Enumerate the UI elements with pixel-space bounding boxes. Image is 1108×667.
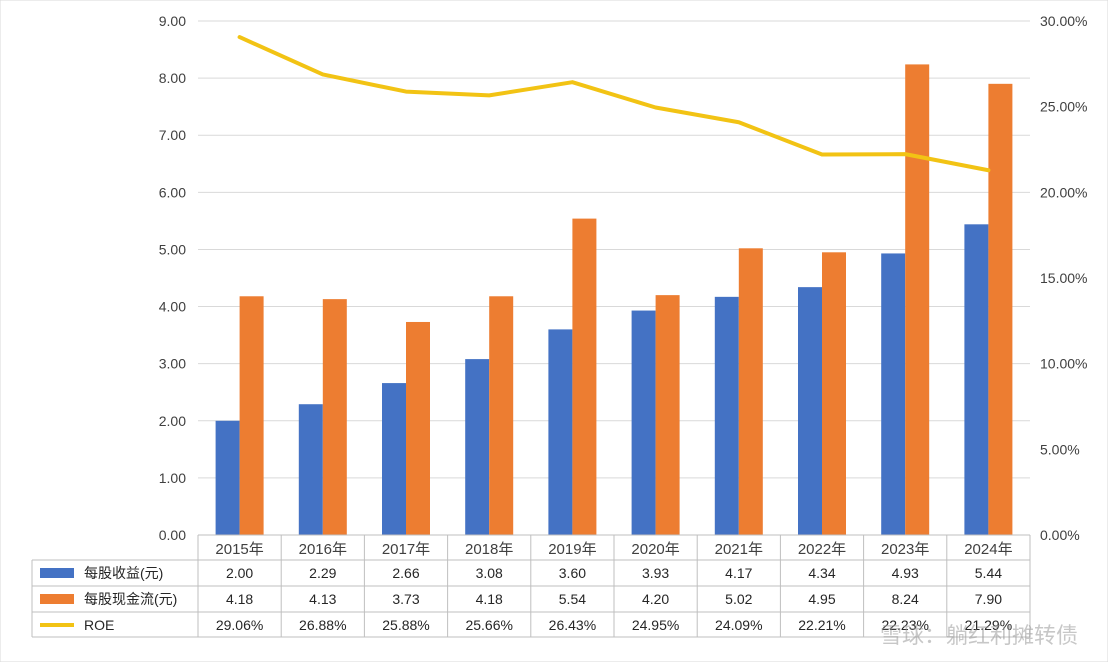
y-left-tick-label: 0.00 bbox=[159, 527, 186, 543]
y-left-tick-label: 5.00 bbox=[159, 241, 186, 257]
y-left-tick-label: 6.00 bbox=[159, 184, 186, 200]
y-right-tick-label: 0.00% bbox=[1040, 527, 1080, 543]
watermark-text: 雪球：躺红利摊转债 bbox=[880, 623, 1078, 648]
y-right-tick-label: 25.00% bbox=[1040, 99, 1087, 115]
y-left-tick-label: 1.00 bbox=[159, 470, 186, 486]
eps-bar bbox=[548, 329, 573, 535]
cashflow-bar bbox=[822, 252, 846, 536]
data-label: 22.23% bbox=[881, 617, 928, 633]
eps-bar bbox=[465, 359, 490, 535]
data-label: 4.13 bbox=[309, 591, 336, 607]
x-category-label: 2018年 bbox=[465, 541, 513, 558]
roe-line bbox=[237, 35, 991, 173]
y-left-tick-label: 9.00 bbox=[159, 13, 186, 29]
roe-line-path bbox=[237, 35, 991, 173]
data-label: 4.18 bbox=[476, 591, 503, 607]
data-label: 3.73 bbox=[392, 591, 419, 607]
y-right-tick-label: 20.00% bbox=[1040, 184, 1087, 200]
data-label: 25.88% bbox=[382, 617, 429, 633]
data-label: 5.44 bbox=[975, 565, 1002, 581]
data-table: 2015年 2016年 2017年 2018年 2019年 2020年 2021年 2022年… bbox=[31, 535, 1031, 638]
eps-bar bbox=[714, 296, 739, 535]
x-category-label: 2022年 bbox=[798, 541, 846, 558]
data-label: 2.66 bbox=[392, 565, 419, 581]
cashflow-bar bbox=[322, 299, 347, 535]
cashflow-bar bbox=[406, 321, 430, 535]
cashflow-bar bbox=[239, 296, 264, 535]
y-left-tick-label: 4.00 bbox=[159, 299, 186, 315]
data-label: 2.00 bbox=[226, 565, 253, 581]
data-label: 26.88% bbox=[299, 617, 346, 633]
y-right-tick-label: 5.00% bbox=[1040, 441, 1080, 457]
cashflow-bar bbox=[489, 296, 514, 535]
data-label: 4.95 bbox=[808, 591, 835, 607]
data-label: 24.09% bbox=[715, 617, 762, 633]
data-label: 3.60 bbox=[559, 565, 586, 581]
y-left-tick-label: 8.00 bbox=[159, 70, 186, 86]
legend-label: 每股现金流(元) bbox=[84, 591, 177, 607]
x-category-label: 2020年 bbox=[631, 541, 679, 558]
y-right-tick-label: 30.00% bbox=[1040, 13, 1087, 29]
data-label: 4.34 bbox=[808, 565, 835, 581]
data-label: 2.29 bbox=[309, 565, 336, 581]
data-label: 4.17 bbox=[725, 565, 752, 581]
y-right-tick-label: 15.00% bbox=[1040, 270, 1087, 286]
cashflow-bar bbox=[905, 64, 930, 535]
bars bbox=[215, 64, 1013, 536]
cashflow-bar bbox=[738, 248, 763, 535]
eps-bar bbox=[798, 287, 822, 535]
data-label: 21.29% bbox=[965, 617, 1012, 633]
y-left-tick-label: 3.00 bbox=[159, 356, 186, 372]
legend-key-cashflow bbox=[40, 594, 74, 604]
data-label: 26.43% bbox=[549, 617, 596, 633]
data-label: 5.54 bbox=[559, 591, 586, 607]
data-label: 22.21% bbox=[798, 617, 845, 633]
cashflow-bar bbox=[988, 83, 1013, 536]
x-category-label: 2019年 bbox=[548, 541, 596, 558]
data-label: 8.24 bbox=[892, 591, 919, 607]
data-label: 25.66% bbox=[465, 617, 512, 633]
data-label: 3.08 bbox=[476, 565, 503, 581]
x-category-label: 2015年 bbox=[215, 541, 263, 558]
legend-label: 每股收益(元) bbox=[84, 565, 163, 581]
eps-bar bbox=[964, 224, 989, 535]
x-category-label: 2017年 bbox=[382, 541, 430, 558]
cashflow-bar bbox=[655, 295, 680, 535]
x-category-label: 2016年 bbox=[299, 541, 347, 558]
y-left-tick-label: 2.00 bbox=[159, 413, 186, 429]
data-label: 4.18 bbox=[226, 591, 253, 607]
data-label: 4.20 bbox=[642, 591, 669, 607]
data-label: 3.93 bbox=[642, 565, 669, 581]
cashflow-bar bbox=[572, 218, 597, 536]
eps-bar bbox=[382, 383, 406, 535]
eps-bar bbox=[215, 420, 240, 535]
data-label: 7.90 bbox=[975, 591, 1002, 607]
x-category-label: 2023年 bbox=[881, 541, 929, 558]
legend-key-eps bbox=[40, 568, 74, 578]
y-right-tick-label: 10.00% bbox=[1040, 356, 1087, 372]
x-category-label: 2021年 bbox=[715, 541, 763, 558]
data-label: 4.93 bbox=[892, 565, 919, 581]
y-left-tick-label: 7.00 bbox=[159, 127, 186, 143]
eps-bar bbox=[298, 404, 323, 535]
x-category-label: 2024年 bbox=[964, 541, 1012, 558]
eps-bar bbox=[631, 310, 656, 535]
data-label: 24.95% bbox=[632, 617, 679, 633]
eps-bar bbox=[881, 253, 906, 536]
legend-label: ROE bbox=[84, 617, 114, 633]
data-label: 5.02 bbox=[725, 591, 752, 607]
data-label: 29.06% bbox=[216, 617, 263, 633]
